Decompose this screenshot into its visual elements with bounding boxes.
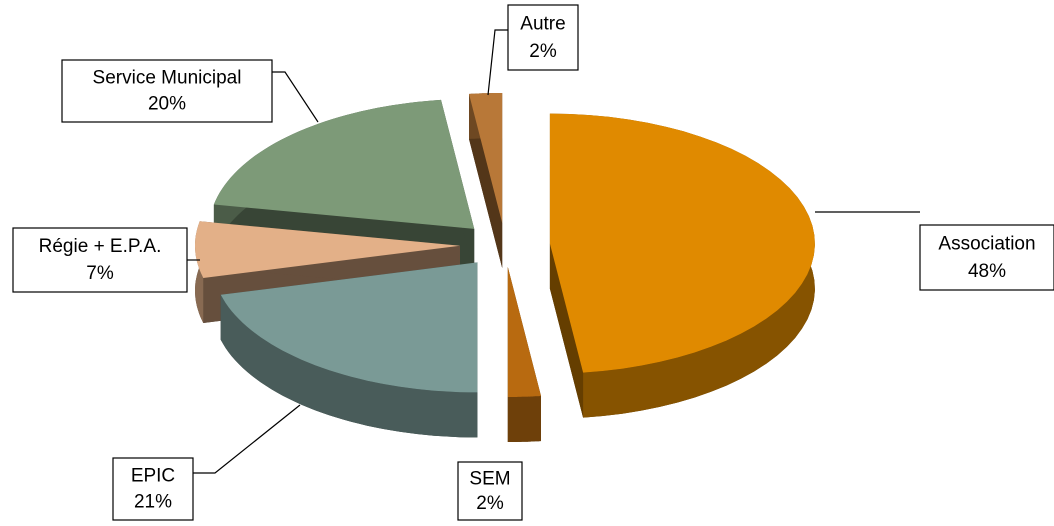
slice bbox=[549, 113, 815, 418]
category-label: Service Municipal bbox=[93, 68, 242, 89]
label-box bbox=[507, 4, 579, 71]
label-box bbox=[112, 457, 194, 521]
slice-top bbox=[213, 99, 475, 229]
slice-top bbox=[469, 93, 503, 223]
leader-line bbox=[487, 29, 508, 96]
value-label: 7% bbox=[86, 263, 114, 284]
label-box bbox=[61, 59, 273, 123]
slice-wall bbox=[507, 396, 541, 442]
category-label: Association bbox=[938, 234, 1035, 255]
slice-wall bbox=[220, 294, 478, 438]
slice-top bbox=[220, 262, 478, 393]
leader-line bbox=[272, 71, 319, 123]
value-label: 2% bbox=[529, 41, 557, 62]
category-label: Régie + E.P.A. bbox=[39, 236, 162, 257]
label-box bbox=[12, 227, 188, 293]
label-box bbox=[457, 461, 523, 521]
label-box bbox=[919, 224, 1054, 291]
value-label: 20% bbox=[148, 94, 186, 115]
slice-top bbox=[195, 221, 460, 278]
slice-top bbox=[549, 113, 815, 373]
category-label: Autre bbox=[520, 14, 565, 35]
leader-line bbox=[193, 404, 301, 474]
category-label: SEM bbox=[469, 468, 510, 489]
slice bbox=[469, 93, 503, 268]
value-label: 21% bbox=[134, 492, 172, 513]
slice bbox=[220, 262, 478, 438]
value-label: 48% bbox=[968, 261, 1006, 282]
value-label: 2% bbox=[476, 493, 504, 514]
slice bbox=[507, 267, 541, 442]
slice-side bbox=[549, 243, 584, 418]
slice-top bbox=[507, 267, 541, 397]
category-label: EPIC bbox=[131, 466, 175, 487]
